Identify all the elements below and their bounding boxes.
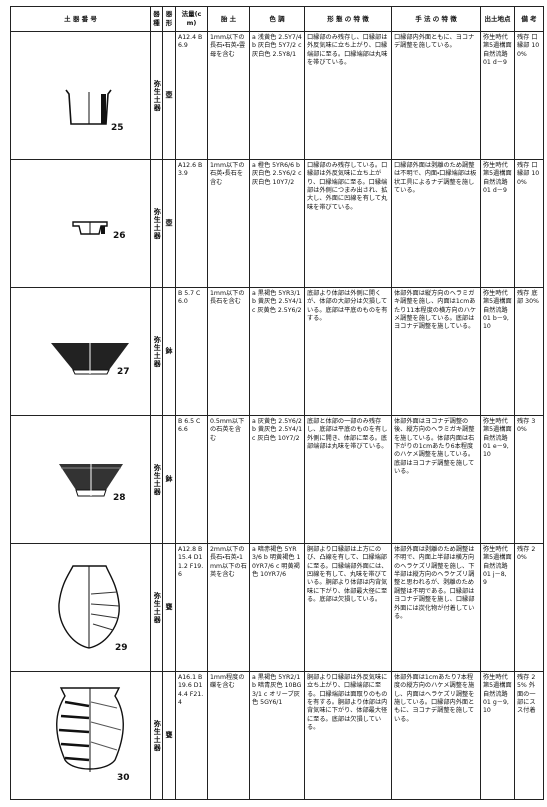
table-body: 25 弥生土器壺 A12.4 B 6.9 1mm以下の長石・石英・雲母を含む a 浅黄色… xyxy=(10,31,544,800)
drawing-cell: 25 xyxy=(10,31,151,160)
observation-sheet: 土 器 番 号器種 器形 法量(cm) 胎 土色 調形 態 の 特 徴手 法 の 特 … xyxy=(10,6,544,801)
column-header: 胎 土 xyxy=(207,6,250,32)
technique-cell: 体部外面は縦方向のヘラミガキ調整を施し、内面は1cmあたり11本程度の横方向のハ… xyxy=(391,287,481,416)
column-header: 器種 xyxy=(150,6,163,32)
drawing-cell: 27 xyxy=(10,287,151,416)
remark-cell: 残存 口縁部 100% xyxy=(514,31,544,160)
column-header: 備 考 xyxy=(514,6,544,32)
column-header: 土 器 番 号 xyxy=(10,6,151,32)
vessel-shape: 鉢 xyxy=(162,287,176,416)
technique-cell: 口縁部内外面ともに、ヨコナデ調整を施している。 xyxy=(391,31,481,160)
observation-table: 土 器 番 号器種 器形 法量(cm) 胎 土色 調形 態 の 特 徴手 法 の 特 … xyxy=(10,6,544,800)
measure-cell: A12.4 B 6.9 xyxy=(175,31,208,160)
form-cell: 胴部より口縁部は外反気味に立ち上がり、口縁端部に至る。口縁端部は面取りのものを有… xyxy=(304,671,392,800)
column-header: 法量(cm) xyxy=(175,6,208,32)
vessel-kind: 弥生土器 xyxy=(150,31,163,160)
column-header: 出土地点 xyxy=(480,6,515,32)
technique-cell: 体部外面は剥離のため調整は不明で、内面上半部は横方向のヘラケズリ調整を施し、下半… xyxy=(391,543,481,672)
column-header: 器形 xyxy=(162,6,176,32)
header-row: 土 器 番 号器種 器形 法量(cm) 胎 土色 調形 態 の 特 徴手 法 の 特 … xyxy=(10,6,544,32)
clay-cell: 2mm以下の長石・石英・1mm以下の石英を含む xyxy=(207,543,250,672)
measure-cell: B 6.5 C 6.6 xyxy=(175,415,208,544)
clay-cell: 1mm以下の長石を含む xyxy=(207,287,250,416)
vessel-shape: 甕 xyxy=(162,543,176,672)
column-header: 形 態 の 特 徴 xyxy=(304,6,392,32)
vessel-shape: 壺 xyxy=(162,31,176,160)
table-row: 26 弥生土器壺 A12.6 B 3.9 1mm以下の石英・長石を含む a 橙色 5YR… xyxy=(10,159,544,288)
remark-cell: 残存 25% 外面の一部にスス付着 xyxy=(514,671,544,800)
remark-cell: 残存 口縁部 100% xyxy=(514,159,544,288)
form-cell: 底部より体部は外側に開くが、体部の大部分は欠損している。底部は平底のものを有する… xyxy=(304,287,392,416)
table-row: 30 弥生土器甕 A16.1 B19.6 D14.4 F21.4 1mm程度の礫を含む… xyxy=(10,671,544,800)
table-row: 28 弥生土器鉢 B 6.5 C 6.6 0.5mm以下の石英を含む a 灰黄色 2.5… xyxy=(10,415,544,544)
form-cell: 口縁部のみ残存し、口縁部は外反気味に立ち上がり、口縁端部に至る。口縁端部は丸味を… xyxy=(304,31,392,160)
vessel-drawing xyxy=(65,89,112,125)
location-cell: 弥生時代 第5遺構面 自然流路 01 b－9,10 xyxy=(480,287,515,416)
vessel-drawing xyxy=(56,687,124,772)
location-cell: 弥生時代 第5遺構面 自然流路 01 e－9,10 xyxy=(480,415,515,544)
drawing-cell: 26 xyxy=(10,159,151,288)
table-row: 29 弥生土器甕 A12.8 B15.4 D11.2 F19.6 2mm以下の長石・石… xyxy=(10,543,544,672)
vessel-number: 26 xyxy=(113,231,126,241)
drawing-cell: 30 xyxy=(10,671,151,800)
technique-cell: 体部外面は1cmあたり7本程度の縦方向のハケメ調整を施し、内面はヘラケズリ調整を… xyxy=(391,671,481,800)
remark-cell: 残存 30% xyxy=(514,415,544,544)
vessel-number: 25 xyxy=(111,123,124,133)
form-cell: 胴部より口縁部は上方にのび、凸線を有して、口縁端部に至る。口縁端部外面には、凹線… xyxy=(304,543,392,672)
vessel-shape: 壺 xyxy=(162,159,176,288)
table-row: 25 弥生土器壺 A12.4 B 6.9 1mm以下の長石・石英・雲母を含む a 浅黄色… xyxy=(10,31,544,160)
measure-cell: A16.1 B19.6 D14.4 F21.4 xyxy=(175,671,208,800)
table-row: 27 弥生土器鉢 B 5.7 C 6.0 1mm以下の長石を含む a 黒褐色 5YR3/… xyxy=(10,287,544,416)
color-cell: a 橙色 5YR6/6 b 灰白色 2.5Y6/2 c 灰白色 10Y7/2 xyxy=(249,159,305,288)
clay-cell: 1mm以下の石英・長石を含む xyxy=(207,159,250,288)
vessel-drawing xyxy=(51,343,129,375)
remark-cell: 残存 20% xyxy=(514,543,544,672)
column-header: 手 法 の 特 徴 xyxy=(391,6,481,32)
vessel-kind: 弥生土器 xyxy=(150,543,163,672)
measure-cell: B 5.7 C 6.0 xyxy=(175,287,208,416)
measure-cell: A12.6 B 3.9 xyxy=(175,159,208,288)
vessel-drawing xyxy=(72,221,108,235)
location-cell: 弥生時代 第5遺構面 自然流路 01 j－8, 9 xyxy=(480,543,515,672)
color-cell: a 暗赤褐色 5YR3/6 b 明黄褐色 10YR7/6 c 明黄褐色 10YR… xyxy=(249,543,305,672)
vessel-kind: 弥生土器 xyxy=(150,671,163,800)
vessel-kind: 弥生土器 xyxy=(150,159,163,288)
vessel-shape: 甕 xyxy=(162,671,176,800)
vessel-shape: 鉢 xyxy=(162,415,176,544)
vessel-kind: 弥生土器 xyxy=(150,415,163,544)
location-cell: 弥生時代 第5遺構面 自然流路 01 d－9 xyxy=(480,31,515,160)
vessel-number: 27 xyxy=(117,367,130,377)
measure-cell: A12.8 B15.4 D11.2 F19.6 xyxy=(175,543,208,672)
color-cell: a 黒褐色 5YR2/1 b 暗青灰色 10BG3/1 c オリーブ灰色 5GY… xyxy=(249,671,305,800)
vessel-kind: 弥生土器 xyxy=(150,287,163,416)
clay-cell: 1mm以下の長石・石英・雲母を含む xyxy=(207,31,250,160)
technique-cell: 体部外面はヨコナデ調整の後、縦方向のヘラミガキ調整を施している。体部内面は右下が… xyxy=(391,415,481,544)
vessel-number: 29 xyxy=(115,643,128,653)
drawing-cell: 28 xyxy=(10,415,151,544)
form-cell: 底部と体部の一部のみ残存し、底部は平底のものを有し外側に開き、体部に至る。底部端… xyxy=(304,415,392,544)
location-cell: 弥生時代 第5遺構面 自然流路 01 d－9 xyxy=(480,159,515,288)
vessel-drawing xyxy=(59,464,123,497)
technique-cell: 口縁部外面は剥離のため調整は不明で、内面・口縁端部は板状工具によるナデ調整を施し… xyxy=(391,159,481,288)
clay-cell: 1mm程度の礫を含む xyxy=(207,671,250,800)
color-cell: a 浅黄色 2.5Y7/4 b 灰白色 5Y7/2 c 灰白色 2.5Y8/1 xyxy=(249,31,305,160)
vessel-drawing xyxy=(58,565,120,649)
clay-cell: 0.5mm以下の石英を含む xyxy=(207,415,250,544)
remark-cell: 残存 底部 30% xyxy=(514,287,544,416)
color-cell: a 灰黄色 2.5Y6/2 b 黄灰色 2.5Y4/1 c 灰白色 10Y7/2 xyxy=(249,415,305,544)
form-cell: 口縁部のみ残存している。口縁部は外反気味に立ち上がり、口縁端部に至る。口縁端部は… xyxy=(304,159,392,288)
column-header: 色 調 xyxy=(249,6,305,32)
color-cell: a 黒褐色 5YR3/1 b 黄灰色 2.5Y4/1 c 灰黄色 2.5Y6/2 xyxy=(249,287,305,416)
vessel-number: 28 xyxy=(113,493,126,503)
vessel-number: 30 xyxy=(117,773,130,783)
drawing-cell: 29 xyxy=(10,543,151,672)
location-cell: 弥生時代 第5遺構面 自然流路 01 g－9,10 xyxy=(480,671,515,800)
